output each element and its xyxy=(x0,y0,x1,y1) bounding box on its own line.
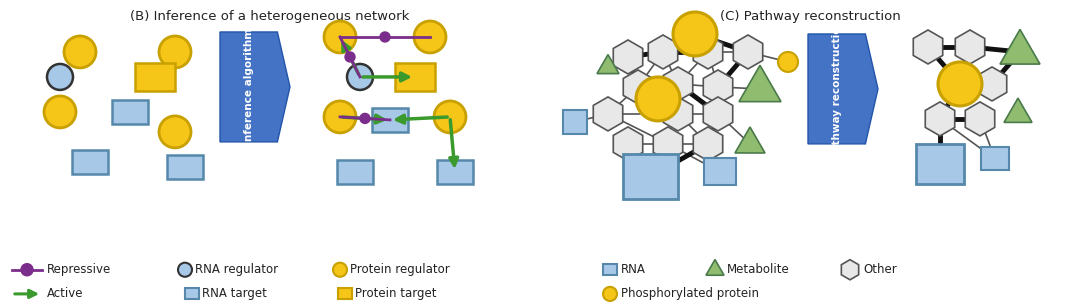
Polygon shape xyxy=(706,260,724,275)
Polygon shape xyxy=(693,127,723,161)
Bar xyxy=(395,63,435,91)
Bar xyxy=(916,144,964,184)
Bar xyxy=(704,158,735,185)
Polygon shape xyxy=(597,55,619,74)
Circle shape xyxy=(345,52,355,62)
Bar xyxy=(185,288,199,299)
Text: Repressive: Repressive xyxy=(48,263,111,276)
Circle shape xyxy=(324,21,356,53)
Circle shape xyxy=(64,36,96,68)
Circle shape xyxy=(178,263,192,277)
Polygon shape xyxy=(977,67,1007,101)
Bar xyxy=(622,154,677,199)
Polygon shape xyxy=(693,35,723,69)
Polygon shape xyxy=(593,97,623,131)
Text: Inference algorithm: Inference algorithm xyxy=(244,28,254,145)
Bar xyxy=(373,108,407,132)
Polygon shape xyxy=(966,102,995,136)
Circle shape xyxy=(159,36,191,68)
Polygon shape xyxy=(914,30,943,64)
Polygon shape xyxy=(739,65,781,102)
Polygon shape xyxy=(623,70,652,104)
Bar xyxy=(337,160,373,184)
Bar xyxy=(563,110,588,134)
Polygon shape xyxy=(703,97,732,131)
Bar xyxy=(135,63,175,91)
Polygon shape xyxy=(648,35,678,69)
Bar xyxy=(167,155,203,179)
Polygon shape xyxy=(663,67,692,101)
Polygon shape xyxy=(613,127,643,161)
Polygon shape xyxy=(220,32,291,142)
Circle shape xyxy=(939,62,982,106)
Circle shape xyxy=(347,64,373,90)
Text: Protein regulator: Protein regulator xyxy=(350,263,449,276)
Polygon shape xyxy=(733,35,762,69)
Polygon shape xyxy=(653,127,683,161)
Text: Protein target: Protein target xyxy=(355,287,436,300)
Circle shape xyxy=(603,287,617,301)
Bar xyxy=(437,160,473,184)
Circle shape xyxy=(324,101,356,133)
Circle shape xyxy=(414,21,446,53)
Text: Active: Active xyxy=(48,287,83,300)
Bar xyxy=(981,148,1009,170)
Text: Metabolite: Metabolite xyxy=(727,263,789,276)
Text: (C) Pathway reconstruction: (C) Pathway reconstruction xyxy=(719,10,901,23)
Text: (B) Inference of a heterogeneous network: (B) Inference of a heterogeneous network xyxy=(131,10,409,23)
Text: RNA regulator: RNA regulator xyxy=(195,263,279,276)
Circle shape xyxy=(636,77,680,121)
Circle shape xyxy=(778,52,798,72)
Bar xyxy=(338,288,352,299)
Bar xyxy=(603,264,617,275)
Circle shape xyxy=(159,116,191,148)
Polygon shape xyxy=(808,34,878,144)
Polygon shape xyxy=(926,102,955,136)
Circle shape xyxy=(434,101,465,133)
Text: Phosphorylated protein: Phosphorylated protein xyxy=(621,287,759,300)
Circle shape xyxy=(673,12,717,56)
Bar xyxy=(112,100,148,124)
Polygon shape xyxy=(1004,98,1032,122)
Circle shape xyxy=(44,96,76,128)
Polygon shape xyxy=(956,30,985,64)
Circle shape xyxy=(380,32,390,42)
Text: RNA: RNA xyxy=(621,263,646,276)
Polygon shape xyxy=(735,127,765,153)
Polygon shape xyxy=(703,70,732,104)
Polygon shape xyxy=(1000,30,1040,64)
Text: Pathway reconstruction: Pathway reconstruction xyxy=(832,19,841,159)
Circle shape xyxy=(360,113,370,124)
Text: Other: Other xyxy=(863,263,896,276)
Polygon shape xyxy=(613,40,643,74)
Circle shape xyxy=(333,263,347,277)
Polygon shape xyxy=(663,97,692,131)
Text: RNA target: RNA target xyxy=(202,287,267,300)
Bar xyxy=(72,150,108,174)
Polygon shape xyxy=(841,260,859,280)
Circle shape xyxy=(48,64,73,90)
Circle shape xyxy=(21,264,33,276)
